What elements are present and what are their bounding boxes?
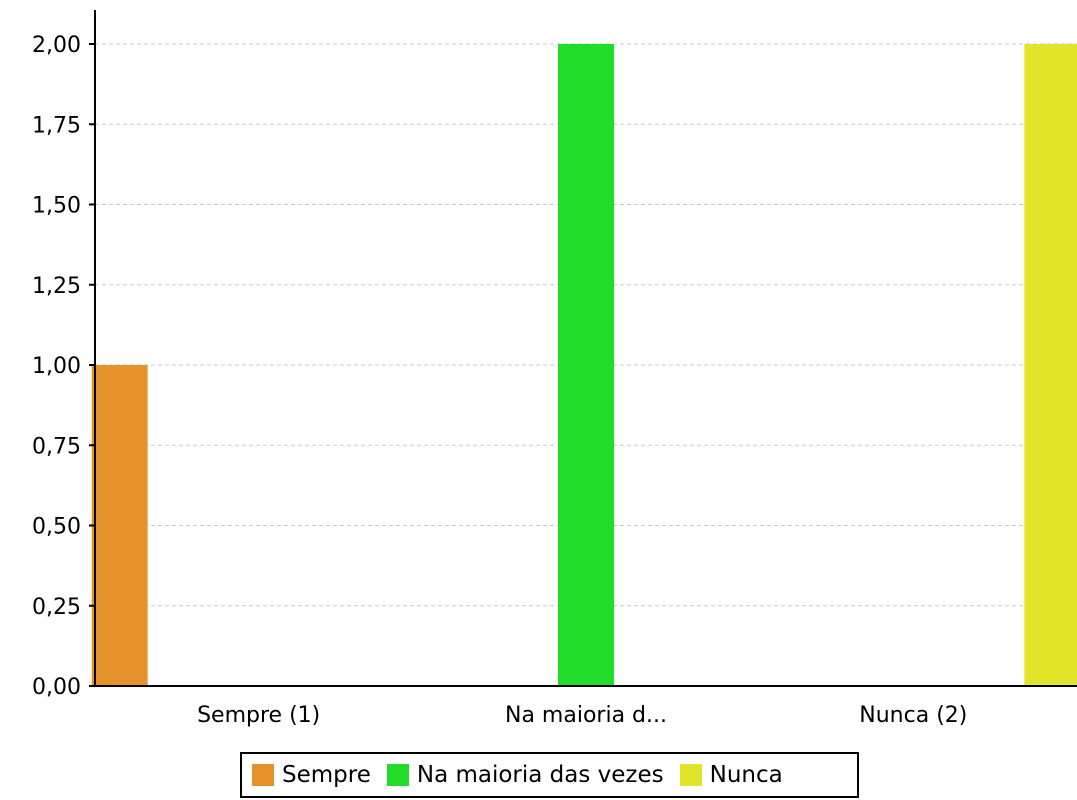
legend: Sempre Na maioria das vezes Nunca	[240, 752, 859, 798]
y-tick-label: 1,50	[32, 194, 81, 219]
legend-label-nunca: Nunca	[710, 762, 783, 788]
legend-item-na-maioria: Na maioria das vezes	[387, 762, 664, 788]
y-tick-label: 0,50	[32, 515, 81, 540]
legend-swatch-nunca	[680, 764, 702, 786]
y-axis-ticks: 0,00 0,25 0,50 0,75 1,00 1,25 1,50 1,75 2,00	[32, 33, 95, 700]
legend-label-sempre: Sempre	[282, 762, 371, 788]
x-category-label: Nunca (2)	[859, 703, 967, 728]
bar	[92, 365, 148, 686]
bar	[1024, 44, 1077, 686]
legend-swatch-na-maioria	[387, 764, 409, 786]
y-tick-label: 1,00	[32, 354, 81, 379]
y-tick-label: 0,25	[32, 595, 81, 620]
legend-item-sempre: Sempre	[252, 762, 371, 788]
y-tick-label: 0,75	[32, 434, 81, 459]
x-axis-labels: Sempre (1) Na maioria d... Nunca (2)	[197, 703, 967, 728]
legend-swatch-sempre	[252, 764, 274, 786]
legend-label-na-maioria: Na maioria das vezes	[417, 762, 664, 788]
legend-item-nunca: Nunca	[680, 762, 783, 788]
y-tick-label: 2,00	[32, 33, 81, 58]
x-category-label: Sempre (1)	[197, 703, 320, 728]
bar	[558, 44, 614, 686]
bar-chart: 0,00 0,25 0,50 0,75 1,00 1,25 1,50 1,75 2,00 Sem…	[0, 0, 1077, 750]
y-tick-label: 1,25	[32, 274, 81, 299]
x-category-label: Na maioria d...	[505, 703, 667, 728]
y-tick-label: 1,75	[32, 113, 81, 138]
y-tick-label: 0,00	[32, 675, 81, 700]
